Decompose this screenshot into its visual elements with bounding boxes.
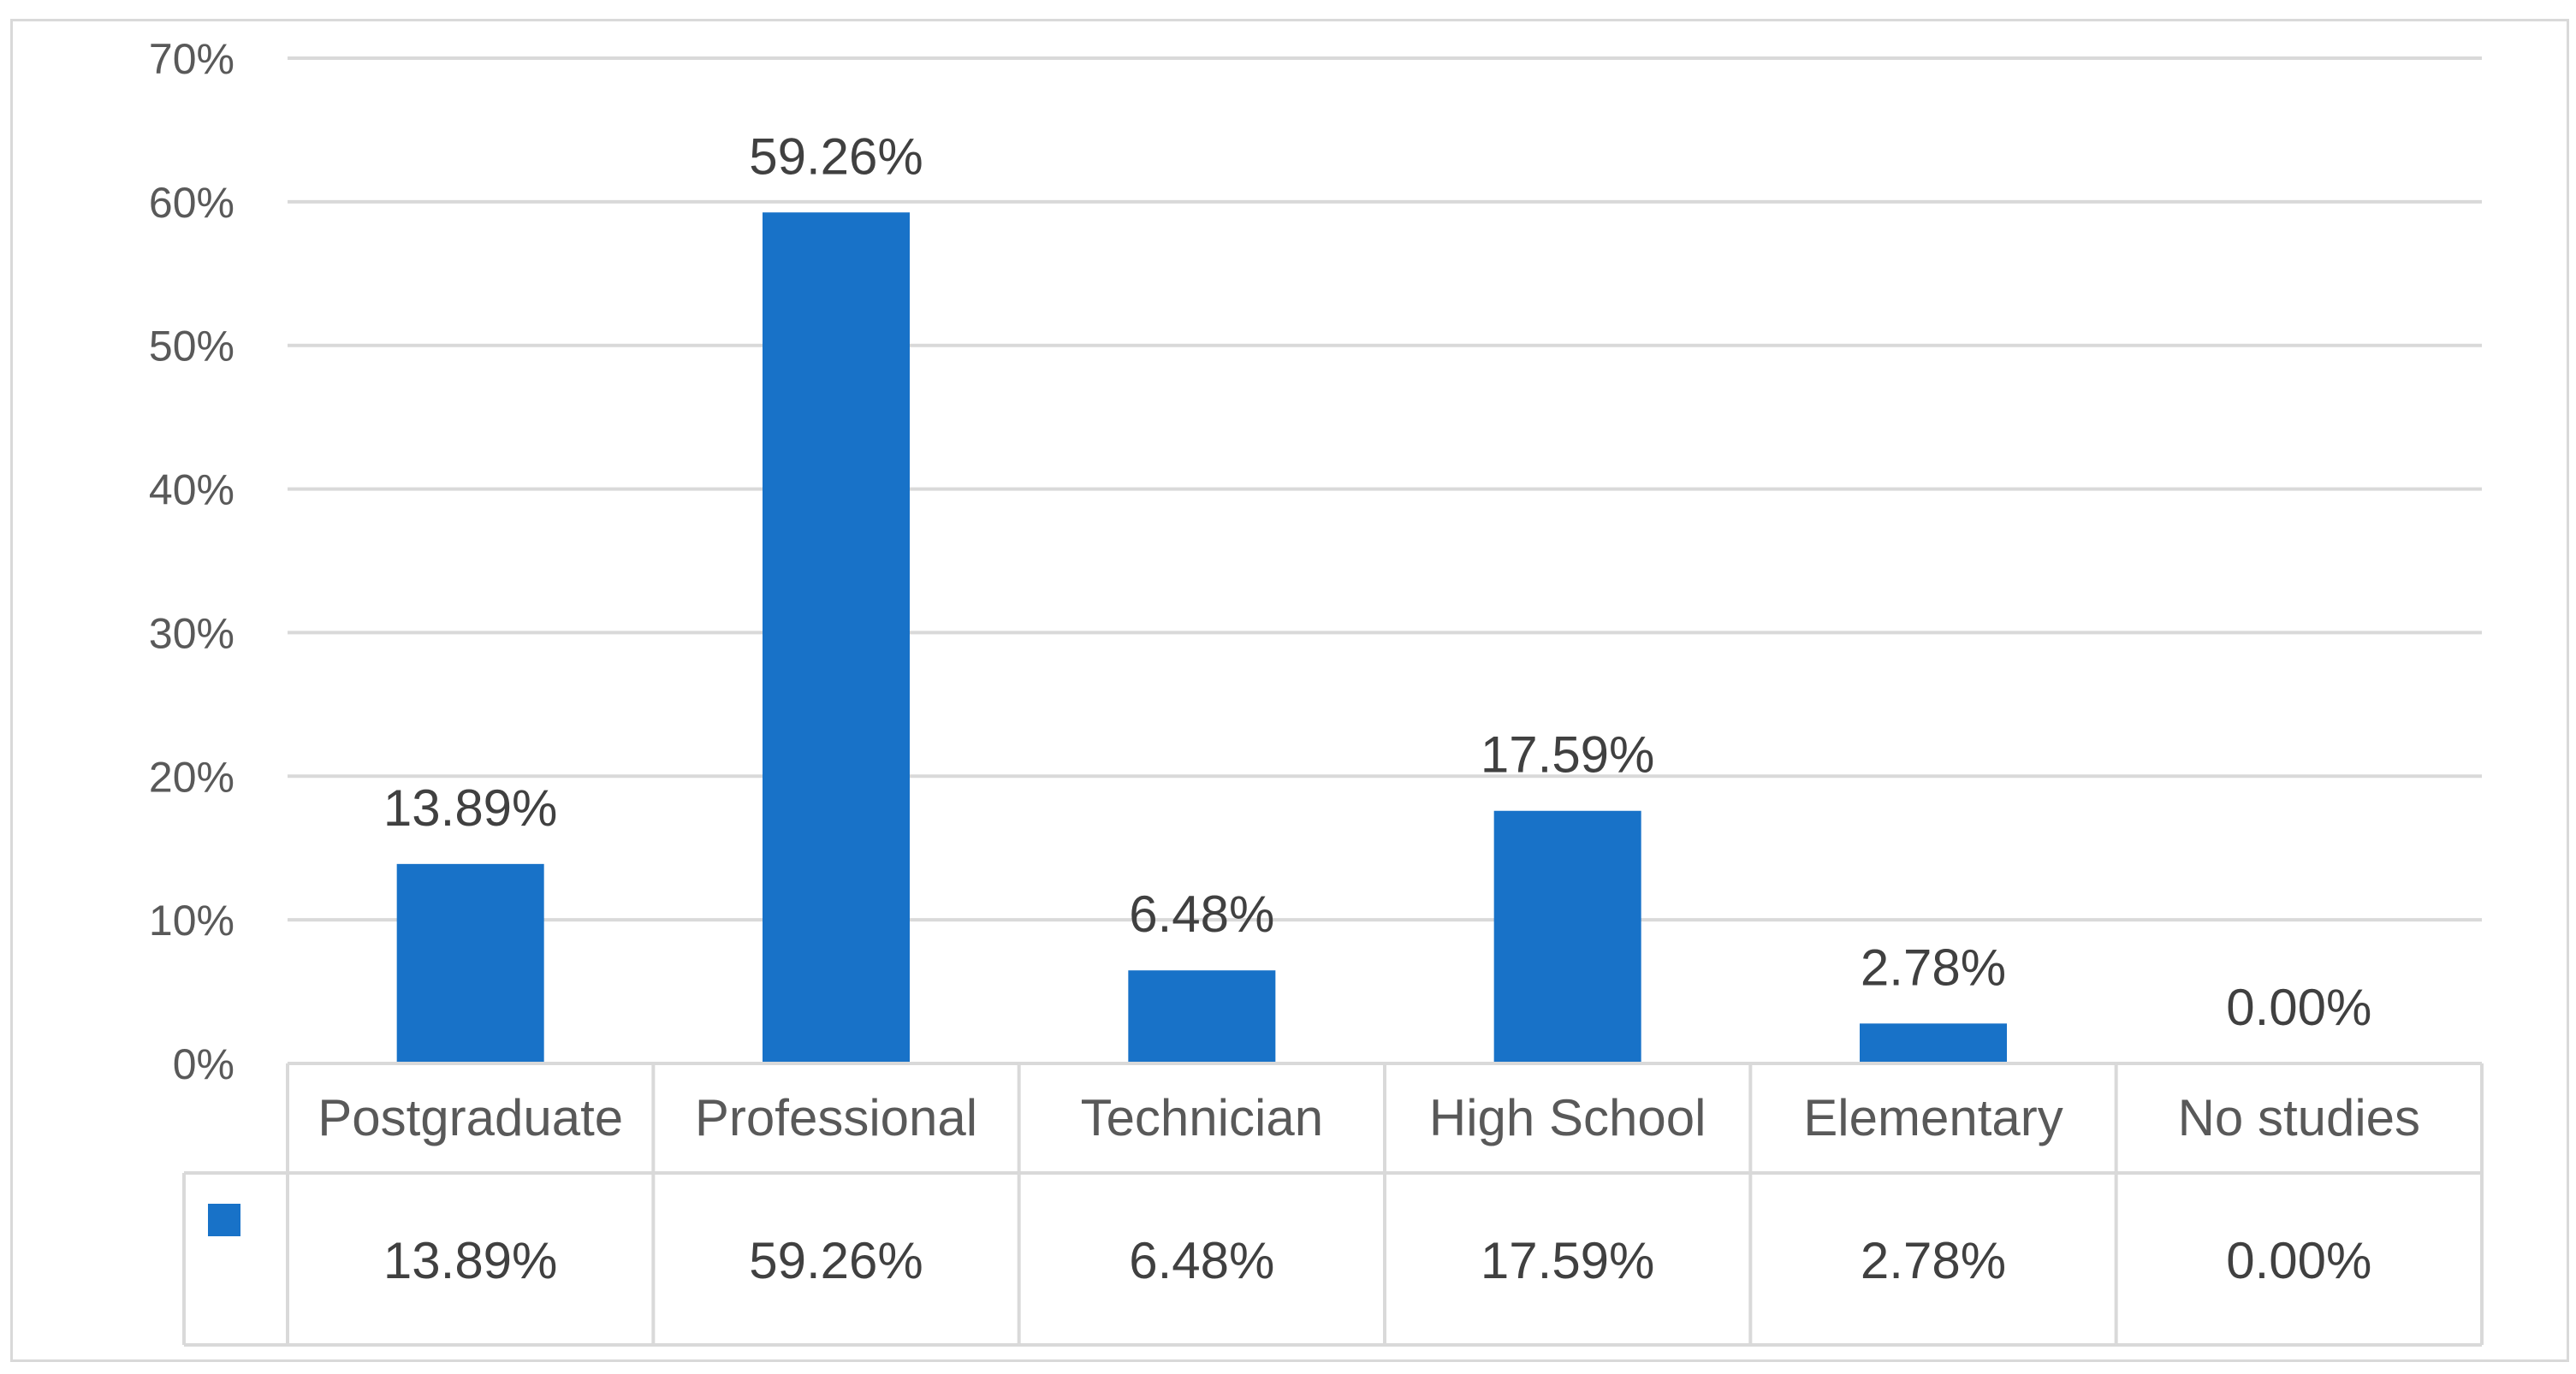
table-value-cell: 59.26% (749, 1232, 923, 1289)
bar-data-label: 59.26% (749, 127, 923, 185)
bars (396, 212, 2007, 1063)
bar (1493, 810, 1641, 1063)
table-value-cell: 2.78% (1861, 1232, 2006, 1289)
table-value-cell: 13.89% (383, 1232, 558, 1289)
x-category-label: High School (1429, 1089, 1706, 1146)
y-tick-label: 50% (149, 323, 234, 370)
y-tick-label: 70% (149, 35, 234, 83)
table-value-cell: 17.59% (1481, 1232, 1655, 1289)
legend-swatch (208, 1204, 240, 1236)
bar-data-label: 6.48% (1129, 885, 1274, 943)
bar-data-label: 0.00% (2226, 979, 2371, 1036)
bar (1860, 1023, 2007, 1063)
gridlines (288, 56, 2482, 1065)
table-value-cell: 6.48% (1129, 1232, 1274, 1289)
y-tick-label: 10% (149, 897, 234, 945)
x-category-label: Elementary (1803, 1089, 2063, 1146)
bar (1128, 970, 1276, 1063)
bar-data-label: 17.59% (1481, 726, 1655, 784)
x-category-label: Technician (1081, 1089, 1324, 1146)
bar-data-label: 13.89% (383, 779, 558, 837)
x-category-label: No studies (2178, 1089, 2420, 1146)
bar (396, 863, 544, 1063)
bar-data-label: 2.78% (1861, 939, 2006, 996)
x-category-label: Postgraduate (318, 1089, 623, 1146)
bar (763, 212, 910, 1063)
y-tick-label: 60% (149, 179, 234, 227)
x-category-label: Professional (695, 1089, 977, 1146)
table-value-cell: 0.00% (2226, 1232, 2371, 1289)
y-tick-label: 0% (173, 1040, 234, 1088)
data-table: Postgraduate 13.89% Professional 59.26% Tech… (182, 1062, 2484, 1347)
chart-frame (10, 19, 2569, 1362)
y-tick-label: 30% (149, 609, 234, 657)
bar-data-labels: 13.89% 59.26% 6.48% 17.59% 2.78% 0.00% (383, 127, 2371, 1036)
y-tick-label: 40% (149, 466, 234, 514)
y-axis-ticks: 0% 10% 20% 30% 40% 50% 60% 70% (149, 35, 234, 1088)
y-tick-label: 20% (149, 753, 234, 801)
